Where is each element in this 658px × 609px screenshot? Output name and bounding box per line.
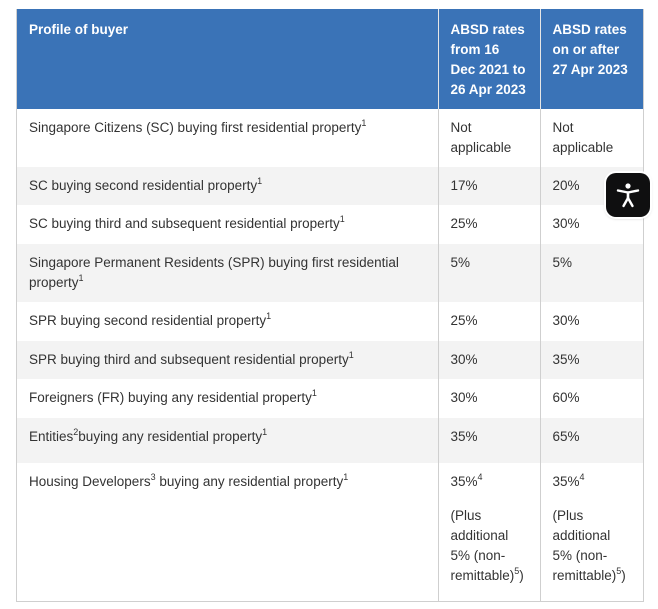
rate-new-cell: 5% xyxy=(540,244,643,302)
rate-new-cell: 65% xyxy=(540,418,643,463)
table-row: SC buying third and subsequent residenti… xyxy=(17,205,643,244)
table-row: Housing Developers3 buying any residenti… xyxy=(17,463,643,602)
footnote-ref: 4 xyxy=(579,472,585,482)
profile-cell: SC buying second residential property1 xyxy=(17,167,439,205)
footnote-ref: 1 xyxy=(361,118,367,128)
rate-old-cell: 17% xyxy=(438,167,541,205)
table-row: SC buying second residential property1 1… xyxy=(17,167,643,205)
rate-old-cell: 35% xyxy=(438,418,541,463)
profile-cell: SC buying third and subsequent residenti… xyxy=(17,205,439,244)
footnote-ref: 2 xyxy=(73,427,79,437)
profile-cell: Singapore Citizens (SC) buying first res… xyxy=(17,109,439,167)
table-row: Entities2buying any residential property… xyxy=(17,418,643,463)
additional-rate-note: (Plus additional 5% (non-remittable)5) xyxy=(450,508,524,583)
profile-cell: Housing Developers3 buying any residenti… xyxy=(17,463,439,602)
header-profile-of-buyer: Profile of buyer xyxy=(17,9,439,109)
profile-cell: Singapore Permanent Residents (SPR) buyi… xyxy=(17,244,439,302)
profile-cell: Foreigners (FR) buying any residential p… xyxy=(17,379,439,418)
table-row: Foreigners (FR) buying any residential p… xyxy=(17,379,643,418)
profile-cell: SPR buying second residential property1 xyxy=(17,302,439,341)
header-rates-new: ABSD rates on or after 27 Apr 2023 xyxy=(540,9,643,109)
profile-cell: SPR buying third and subsequent resident… xyxy=(17,341,439,379)
header-rates-old: ABSD rates from 16 Dec 2021 to 26 Apr 20… xyxy=(438,9,541,109)
rate-old-cell: 5% xyxy=(438,244,541,302)
footnote-ref: 1 xyxy=(262,427,268,437)
rate-old-cell: Not applicable xyxy=(438,109,541,167)
footnote-ref: 1 xyxy=(266,311,272,321)
footnote-ref: 4 xyxy=(477,472,483,482)
rate-new-cell: 60% xyxy=(540,379,643,418)
footnote-ref: 3 xyxy=(150,472,156,482)
footnote-ref: 1 xyxy=(348,350,354,360)
footnote-ref: 5 xyxy=(616,566,622,576)
footnote-ref: 1 xyxy=(78,273,84,283)
footnote-ref: 1 xyxy=(311,388,317,398)
accessibility-person-icon xyxy=(613,180,643,210)
rate-new-cell: 35% xyxy=(540,341,643,379)
rate-new-cell: 30% xyxy=(540,302,643,341)
rate-old-cell: 30% xyxy=(438,379,541,418)
footnote-ref: 1 xyxy=(257,176,263,186)
table-row: Singapore Permanent Residents (SPR) buyi… xyxy=(17,244,643,302)
rate-new-cell: Not applicable xyxy=(540,109,643,167)
rate-old-cell: 25% xyxy=(438,302,541,341)
additional-rate-note: (Plus additional 5% (non-remittable)5) xyxy=(552,508,626,583)
footnote-ref: 1 xyxy=(343,472,349,482)
rate-old-cell: 35%4 (Plus additional 5% (non-remittable… xyxy=(438,463,541,602)
table-row: Singapore Citizens (SC) buying first res… xyxy=(17,109,643,167)
table-row: SPR buying third and subsequent resident… xyxy=(17,341,643,379)
absd-rates-table-container: Profile of buyer ABSD rates from 16 Dec … xyxy=(16,9,644,602)
accessibility-button[interactable] xyxy=(606,173,650,217)
absd-rates-table: Profile of buyer ABSD rates from 16 Dec … xyxy=(17,9,643,602)
footnote-ref: 1 xyxy=(339,214,345,224)
table-header-row: Profile of buyer ABSD rates from 16 Dec … xyxy=(17,9,643,109)
table-row: SPR buying second residential property1 … xyxy=(17,302,643,341)
rate-new-cell: 35%4 (Plus additional 5% (non-remittable… xyxy=(540,463,643,602)
rate-old-cell: 25% xyxy=(438,205,541,244)
profile-cell: Entities2buying any residential property… xyxy=(17,418,439,463)
rate-old-cell: 30% xyxy=(438,341,541,379)
footnote-ref: 5 xyxy=(514,566,520,576)
